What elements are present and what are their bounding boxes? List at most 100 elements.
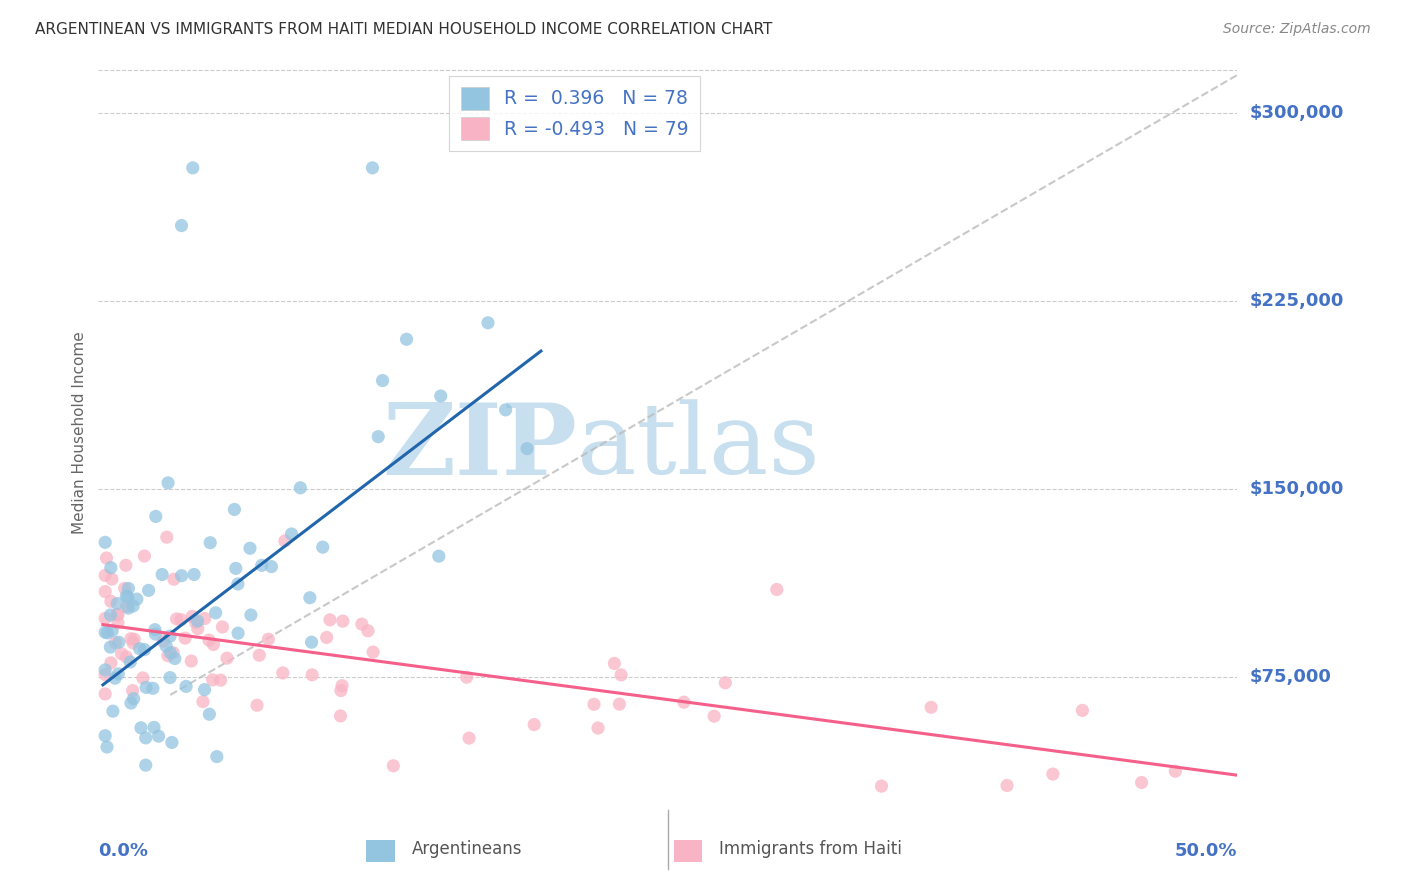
Point [160,735,183,749]
Point [107,666,129,681]
Point [371,374,394,388]
Point [198,707,221,722]
Text: $150,000: $150,000 [1250,480,1344,498]
Point [239,607,262,622]
Point [193,682,215,697]
Point [122,599,145,613]
Point [246,698,269,713]
Point [312,540,335,554]
Point [94,667,117,681]
Point [122,632,145,647]
Point [135,681,157,695]
Point [361,161,384,175]
Point [209,673,232,688]
Point [187,622,209,636]
Point [134,549,156,563]
Point [132,671,155,685]
Text: Immigrants from Haiti: Immigrants from Haiti [718,840,903,858]
Point [100,560,122,574]
Point [181,609,204,624]
Point [101,624,124,638]
Point [148,729,170,743]
Point [115,589,138,603]
Point [104,671,127,685]
Point [200,535,222,549]
Point [94,611,117,625]
Point [166,612,188,626]
Point [155,639,177,653]
Point [920,700,942,714]
Text: 50.0%: 50.0% [1175,842,1237,860]
Point [367,430,389,444]
Point [100,594,122,608]
Point [1071,703,1094,717]
Legend: R =  0.396   N = 78, R = -0.493   N = 79: R = 0.396 N = 78, R = -0.493 N = 79 [450,76,700,152]
Point [104,636,127,650]
Point [117,582,139,596]
Text: ARGENTINEAN VS IMMIGRANTS FROM HAITI MEDIAN HOUSEHOLD INCOME CORRELATION CHART: ARGENTINEAN VS IMMIGRANTS FROM HAITI MED… [35,22,772,37]
Point [135,758,157,772]
Point [714,675,737,690]
Point [516,442,538,456]
Point [108,635,131,649]
Point [143,720,166,734]
Point [357,624,380,638]
Point [1042,767,1064,781]
Point [114,582,136,596]
Point [205,749,228,764]
Point [582,698,605,712]
Point [870,779,893,793]
Point [94,729,117,743]
Point [105,597,128,611]
Point [201,673,224,687]
Point [395,332,418,346]
Point [157,475,180,490]
Point [120,696,142,710]
Point [211,620,233,634]
Point [477,316,499,330]
Point [162,646,184,660]
Point [427,549,450,564]
Point [1164,764,1187,779]
Point [332,614,354,628]
Point [298,591,321,605]
Point [142,681,165,696]
Text: $75,000: $75,000 [1250,668,1331,686]
Point [159,646,181,660]
Point [194,611,217,625]
Point [187,614,209,628]
Point [105,607,128,622]
Point [107,607,129,622]
Point [226,577,249,591]
Point [135,731,157,745]
Point [94,568,117,582]
Point [495,402,517,417]
Point [120,655,142,669]
Point [260,559,283,574]
Point [180,654,202,668]
Point [181,161,204,175]
Point [609,697,631,711]
Point [672,695,695,709]
Point [247,648,270,663]
Point [250,558,273,573]
Point [96,551,118,566]
Point [145,509,167,524]
Point [138,583,160,598]
Point [129,721,152,735]
Point [115,599,138,614]
Point [995,779,1018,793]
Point [110,647,132,661]
Point [145,627,167,641]
Text: Argentineans: Argentineans [412,840,522,858]
Point [224,502,246,516]
Point [125,592,148,607]
Point [94,584,117,599]
Point [150,567,173,582]
Point [163,651,186,665]
Point [94,535,117,549]
Point [204,606,226,620]
Point [329,683,352,698]
Point [215,651,238,665]
Point [191,695,214,709]
